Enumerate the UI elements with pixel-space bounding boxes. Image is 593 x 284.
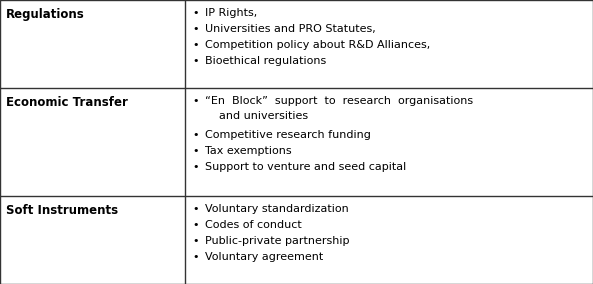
Text: Public-private partnership: Public-private partnership — [205, 236, 349, 246]
Text: •: • — [192, 220, 199, 230]
Text: •: • — [192, 96, 199, 106]
Text: Voluntary agreement: Voluntary agreement — [205, 252, 323, 262]
Text: Soft Instruments: Soft Instruments — [6, 204, 118, 217]
Text: Bioethical regulations: Bioethical regulations — [205, 56, 326, 66]
Text: Economic Transfer: Economic Transfer — [6, 96, 128, 109]
Text: Competitive research funding: Competitive research funding — [205, 130, 371, 140]
Text: •: • — [192, 130, 199, 140]
Text: Universities and PRO Statutes,: Universities and PRO Statutes, — [205, 24, 376, 34]
Text: •: • — [192, 24, 199, 34]
Text: •: • — [192, 146, 199, 156]
Text: “En  Block”  support  to  research  organisations: “En Block” support to research organisat… — [205, 96, 473, 106]
Text: •: • — [192, 252, 199, 262]
Text: and universities: and universities — [205, 111, 308, 121]
Text: Codes of conduct: Codes of conduct — [205, 220, 302, 230]
Text: •: • — [192, 236, 199, 246]
Text: IP Rights,: IP Rights, — [205, 8, 257, 18]
Text: Competition policy about R&D Alliances,: Competition policy about R&D Alliances, — [205, 40, 431, 50]
Text: •: • — [192, 162, 199, 172]
Text: Support to venture and seed capital: Support to venture and seed capital — [205, 162, 406, 172]
Text: Voluntary standardization: Voluntary standardization — [205, 204, 349, 214]
Text: •: • — [192, 56, 199, 66]
Text: •: • — [192, 40, 199, 50]
Text: Tax exemptions: Tax exemptions — [205, 146, 292, 156]
Text: •: • — [192, 8, 199, 18]
Text: •: • — [192, 204, 199, 214]
Text: Regulations: Regulations — [6, 8, 85, 21]
